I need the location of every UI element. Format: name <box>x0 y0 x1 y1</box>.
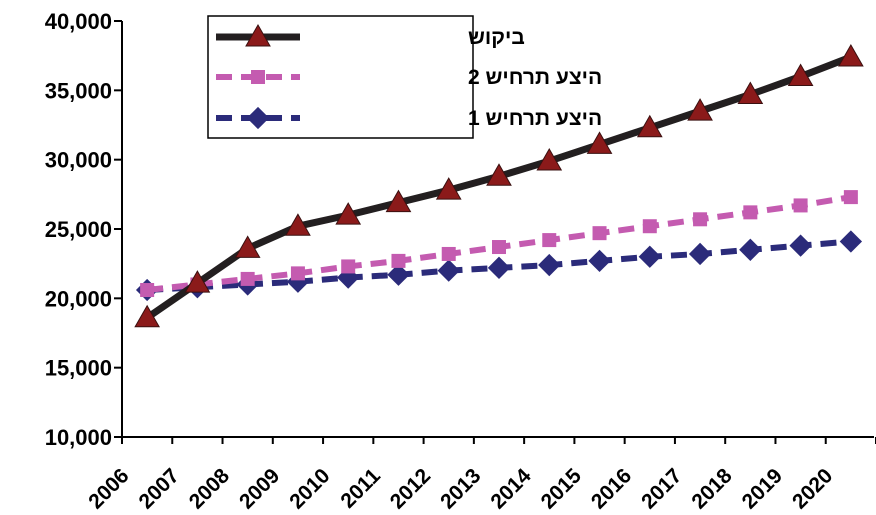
data-point <box>688 242 712 266</box>
data-point <box>441 246 456 261</box>
data-point <box>285 213 311 236</box>
y-tick-label: 15,000 <box>45 356 112 381</box>
y-tick-label: 25,000 <box>45 217 112 242</box>
y-tick-label: 30,000 <box>45 148 112 173</box>
series-layer <box>134 44 864 328</box>
legend-swatch-marker <box>251 70 265 84</box>
data-point <box>435 177 462 200</box>
x-tick-label: 2016 <box>587 464 636 513</box>
series-2 <box>140 190 858 298</box>
data-point <box>184 270 211 293</box>
data-point <box>536 148 563 171</box>
x-tick-label: 2020 <box>788 464 837 513</box>
data-point <box>240 271 255 286</box>
data-point <box>739 238 762 261</box>
data-point <box>638 245 661 268</box>
data-point <box>387 263 410 286</box>
x-tick-label: 2008 <box>185 464 235 514</box>
data-point <box>636 114 663 138</box>
y-tick-label: 40,000 <box>45 9 112 34</box>
data-point <box>737 81 764 104</box>
data-point <box>290 266 305 281</box>
data-point <box>687 98 713 121</box>
y-tick-label: 10,000 <box>45 425 112 450</box>
x-tick-label: 2017 <box>637 464 686 513</box>
data-point <box>693 212 708 227</box>
data-point <box>487 256 511 279</box>
data-point <box>234 235 261 258</box>
legend-label: היצע תרחיש 2 <box>468 66 602 89</box>
x-tick-label: 2014 <box>486 464 536 514</box>
data-point <box>391 253 406 268</box>
data-point <box>586 131 613 154</box>
legend-label: היצע תרחיש 1 <box>468 107 602 130</box>
data-point <box>337 266 360 289</box>
data-point <box>592 226 607 241</box>
data-point <box>789 234 812 257</box>
y-tick-label: 20,000 <box>45 286 112 311</box>
data-point <box>140 283 155 298</box>
x-tick-label: 2012 <box>386 464 435 513</box>
data-point <box>642 219 657 234</box>
data-point <box>341 259 356 274</box>
x-tick-label: 2013 <box>436 464 485 513</box>
x-tick-label: 2007 <box>135 464 184 513</box>
data-point <box>486 163 512 186</box>
data-point <box>787 63 814 86</box>
x-tick-label: 2009 <box>235 464 284 513</box>
legend: ביקוש היצע תרחיש 2 היצע תרחיש 1 <box>207 15 602 139</box>
x-tick-label: 2015 <box>537 464 587 514</box>
data-point <box>437 259 460 282</box>
x-tick-label: 2018 <box>687 464 737 514</box>
legend-label: ביקוש <box>468 26 525 49</box>
data-point <box>793 198 808 213</box>
data-point <box>385 189 412 213</box>
x-tick-label: 2019 <box>738 464 787 513</box>
x-tick-label: 2006 <box>84 464 133 513</box>
data-point <box>843 190 858 205</box>
data-point <box>838 44 864 67</box>
data-point <box>134 304 160 328</box>
data-point <box>335 202 362 225</box>
data-point <box>542 233 557 248</box>
data-point <box>588 249 611 273</box>
data-point <box>839 230 863 253</box>
data-point <box>492 240 506 255</box>
x-tick-label: 2010 <box>285 464 334 513</box>
legend-swatch-marker <box>245 23 271 47</box>
data-point <box>538 253 561 277</box>
x-tick-label: 2011 <box>336 464 385 513</box>
y-tick-label: 35,000 <box>45 78 112 103</box>
series-1 <box>134 44 864 328</box>
data-point <box>743 205 758 220</box>
legend-swatch-marker <box>246 106 270 130</box>
